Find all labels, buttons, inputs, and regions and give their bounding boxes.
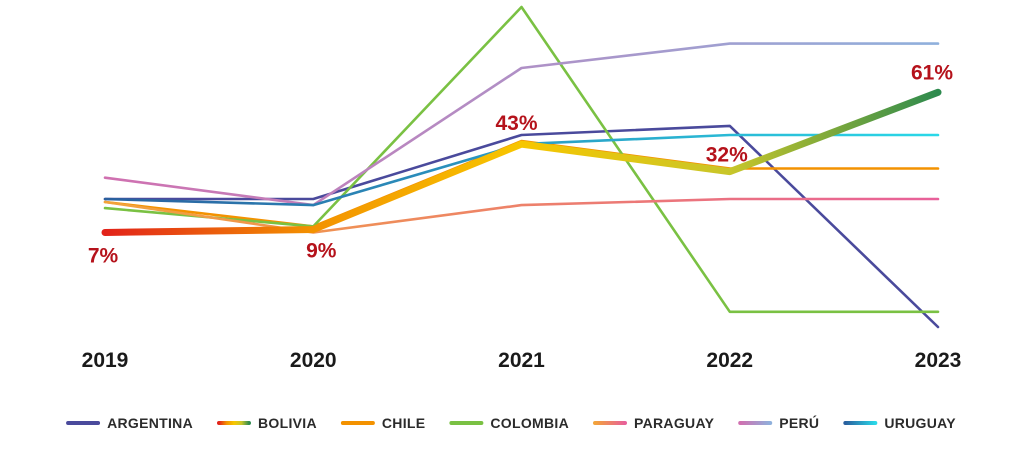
data-label-2023: 61% [911,61,953,84]
series-line-chile [103,139,940,228]
legend-label-chile: CHILE [382,415,426,431]
legend-item-colombia: COLOMBIA [449,415,569,431]
series-line-colombia [103,5,940,314]
legend: ARGENTINA BOLIVIA CHILE COLOMBIA PARAGUAY PER… [66,414,956,431]
legend-item-argentina: ARGENTINA [66,415,193,431]
series-layer [101,5,942,329]
data-label-2020: 9% [306,239,337,262]
x-tick-2022: 2022 [706,349,753,372]
legend-item-bolivia: BOLIVIA [216,415,317,431]
x-tick-2019: 2019 [82,349,129,372]
legend-label-uruguay: URUGUAY [884,415,956,431]
data-label-2022: 32% [706,144,748,167]
series-line-peru [103,42,940,207]
series-line-bolivia [101,88,942,236]
series-line-argentina [103,124,940,329]
x-tick-2020: 2020 [290,349,337,372]
legend-item-uruguay: URUGUAY [843,415,956,431]
legend-label-colombia: COLOMBIA [490,415,569,431]
legend-item-paraguay: PARAGUAY [593,415,715,431]
legend-label-paraguay: PARAGUAY [634,415,715,431]
legend-label-bolivia: BOLIVIA [258,415,317,431]
x-axis-ticks: 2019 2020 2021 2022 2023 [82,349,962,372]
legend-item-chile: CHILE [340,415,426,431]
legend-label-argentina: ARGENTINA [107,415,193,431]
data-label-layer: 7% 9% 43% 32% 61% [88,61,954,267]
series-line-paraguay [103,197,940,234]
data-label-2019: 7% [88,245,119,268]
x-tick-2021: 2021 [498,349,545,372]
x-tick-2023: 2023 [915,349,962,372]
legend-label-peru: PERÚ [779,414,819,431]
legend-item-peru: PERÚ [738,414,819,431]
data-label-2021: 43% [495,112,537,135]
